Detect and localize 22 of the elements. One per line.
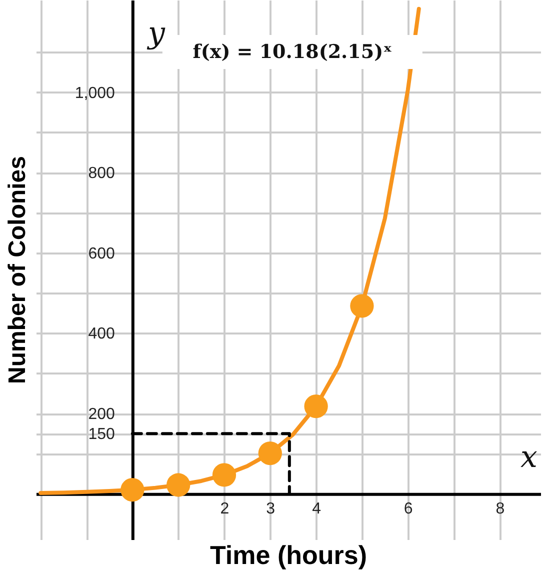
y-tick-label: 600: [88, 245, 116, 262]
x-tick-label: 8: [496, 500, 505, 518]
point: [258, 441, 282, 466]
y-tick-label: 200: [88, 406, 116, 424]
point: [304, 394, 328, 418]
annotation: y: [146, 16, 166, 51]
y-tick-label: 400: [88, 326, 116, 343]
y-tick-label: 150: [88, 426, 116, 444]
point: [120, 478, 144, 502]
point: [212, 463, 236, 487]
x-tick-label: 3: [266, 500, 276, 518]
annotation: f(x) = 10.18(2.15)ˣ: [192, 41, 392, 63]
annotation: x: [520, 440, 538, 475]
y-tick-label: 800: [88, 165, 116, 182]
x-axis-title: Time (hours): [209, 540, 368, 571]
x-tick-label: 4: [312, 500, 322, 518]
y-axis-title: Number of Colonies: [4, 156, 32, 384]
point: [350, 294, 374, 318]
y-tick-label: 1,000: [74, 84, 116, 102]
x-tick-label: 6: [404, 500, 413, 518]
point: [166, 473, 190, 497]
x-tick-label: 2: [220, 500, 230, 518]
